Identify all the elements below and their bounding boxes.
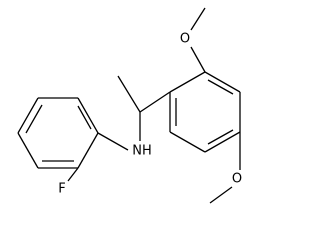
molecule-diagram: O O NH F xyxy=(17,7,242,204)
bonds xyxy=(17,7,241,204)
atom-label: O xyxy=(232,172,242,187)
atom-label: NH xyxy=(132,144,152,159)
atom-label: F xyxy=(58,182,65,197)
atom-label: O xyxy=(180,32,190,47)
